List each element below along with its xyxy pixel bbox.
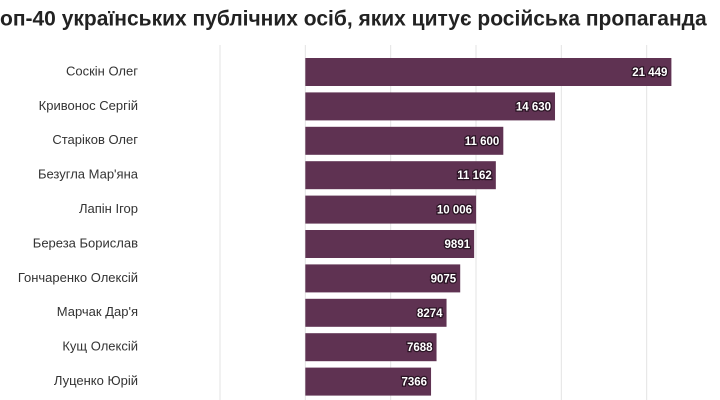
chart-title: оп-40 українських публічних осіб, яких ц… xyxy=(0,8,707,31)
category-label: Соскін Олег xyxy=(66,63,138,78)
category-label: Лапін Ігор xyxy=(79,201,138,216)
value-label: 21 449 xyxy=(632,67,667,79)
value-label: 14 630 xyxy=(516,101,551,113)
value-label: 9891 xyxy=(445,239,471,251)
value-label: 7688 xyxy=(407,342,433,354)
category-label: Кривонос Сергій xyxy=(39,98,138,113)
category-label: Безугла Мар'яна xyxy=(38,167,139,182)
bar xyxy=(305,161,496,190)
bar xyxy=(305,58,672,86)
value-label: 10 006 xyxy=(437,205,472,217)
bar xyxy=(305,230,475,258)
value-label: 9075 xyxy=(431,273,457,285)
bar xyxy=(305,92,556,121)
bar xyxy=(305,195,477,224)
bar xyxy=(305,126,504,155)
value-label: 7366 xyxy=(401,377,427,389)
value-label: 8274 xyxy=(417,308,443,320)
category-label: Береза Борислав xyxy=(33,235,138,250)
category-label: Марчак Дар'я xyxy=(57,304,138,319)
value-label: 11 162 xyxy=(457,170,492,182)
category-label: Кущ Олексій xyxy=(62,339,138,354)
value-label: 11 600 xyxy=(465,136,500,148)
bar xyxy=(305,333,437,362)
bar xyxy=(305,264,461,293)
category-label: Гончаренко Олексій xyxy=(18,270,138,285)
bar xyxy=(305,298,447,327)
category-label: Луценко Юрій xyxy=(54,373,138,388)
category-label: Старіков Олег xyxy=(52,132,138,147)
bar xyxy=(305,367,432,396)
